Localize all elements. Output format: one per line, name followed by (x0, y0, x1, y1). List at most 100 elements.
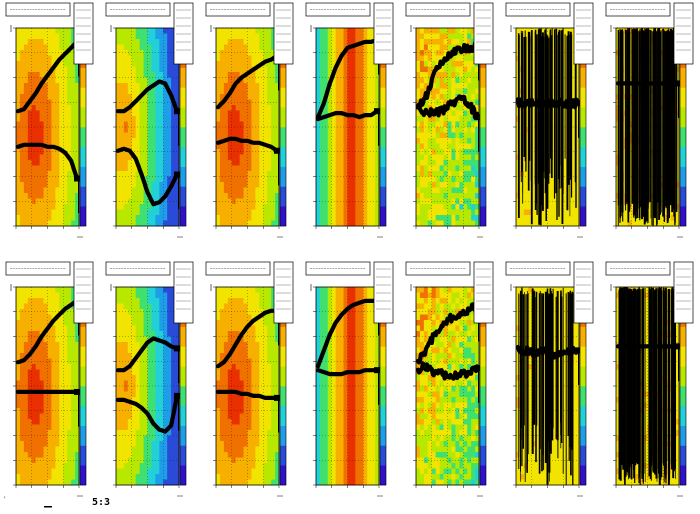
heatmap-cell (39, 66, 44, 73)
heatmap-cell (143, 99, 148, 106)
heatmap-cell (259, 55, 264, 62)
heatmap-cell (151, 77, 156, 84)
heatmap-cell (223, 198, 229, 205)
heatmap-cell (435, 61, 441, 67)
heatmap-cell (43, 187, 48, 194)
heatmap-cell (27, 77, 33, 84)
heatmap-cell (475, 187, 480, 194)
heatmap-cell (435, 138, 441, 144)
heatmap-cell (27, 402, 33, 409)
heatmap-cell (63, 209, 68, 216)
heatmap-cell (267, 176, 272, 183)
heatmap-cell (43, 413, 48, 420)
heatmap-cell (55, 220, 60, 227)
heatmap-cell (16, 33, 21, 40)
heatmap-cell (43, 33, 48, 40)
heatmap-cell (27, 116, 33, 122)
heatmap-cell (335, 154, 341, 161)
heatmap-cell (235, 83, 241, 89)
heatmap-cell (35, 463, 41, 469)
heatmap-cell (355, 149, 360, 155)
heatmap-cell (551, 33, 556, 40)
heatmap-cell (23, 160, 29, 166)
heatmap-cell (423, 215, 429, 221)
heatmap-cell (116, 55, 121, 62)
heatmap-cell (171, 88, 176, 95)
heatmap-cell (251, 44, 256, 51)
heatmap-cells (216, 28, 280, 227)
heatmap-cell (455, 165, 460, 172)
heatmap-cell (135, 33, 141, 40)
heatmap-cell (423, 176, 429, 183)
heatmap-cell (47, 430, 52, 436)
heatmap-cell (31, 72, 37, 78)
heatmap-cell (563, 193, 568, 199)
heatmap-cell (35, 331, 41, 337)
heatmap-cell (16, 77, 21, 84)
heatmap-cell (443, 204, 448, 210)
heatmap-cell (55, 320, 60, 326)
heatmap-cell (171, 116, 176, 122)
heatmap-cell (23, 380, 29, 387)
heatmap-cell (255, 154, 260, 161)
heatmap-cell (31, 402, 37, 409)
heatmap-cell (47, 391, 52, 398)
heatmap-cell (316, 105, 321, 111)
heatmap-cell (16, 39, 21, 45)
heatmap-cell (347, 77, 352, 84)
heatmap-cell (416, 154, 421, 161)
heatmap-cell (159, 121, 164, 128)
heatmap-cell (371, 143, 376, 150)
heatmap-cell (31, 193, 37, 199)
heatmap-cell (16, 303, 21, 310)
heatmap-cell (343, 121, 348, 128)
heatmap-cell (439, 39, 444, 45)
heatmap-cell (451, 160, 456, 166)
profile-series (15, 39, 80, 114)
heatmap-cell (255, 160, 260, 166)
heatmap-cell (163, 143, 168, 150)
heatmap-cell (243, 182, 248, 188)
heatmap-cell (371, 77, 376, 84)
heatmap-cell (231, 149, 237, 155)
heatmap-cell (47, 435, 52, 442)
heatmap-cell (371, 215, 376, 221)
heatmap-cell (71, 193, 76, 199)
heatmap-cell (335, 77, 341, 84)
heatmap-cell (451, 165, 456, 172)
heatmap-cell (367, 182, 372, 188)
heatmap-cell (347, 138, 352, 144)
heatmap-cell (443, 171, 448, 177)
heatmap-cell (551, 165, 556, 172)
heatmap-cell (367, 220, 372, 227)
heatmap-cell (447, 220, 452, 227)
heatmap-cell (219, 160, 225, 166)
heatmap-cell (71, 220, 76, 227)
heatmap-cell (151, 160, 156, 166)
heatmap-cell (71, 143, 76, 150)
heatmap-cell (19, 397, 25, 403)
heatmap-cell (67, 121, 72, 128)
heatmap-cell (371, 121, 376, 128)
heatmap-cell (231, 105, 237, 111)
heatmap-cell (471, 154, 476, 161)
heatmap-cell (51, 198, 56, 205)
heatmap-cell (431, 171, 437, 177)
heatmap-cell (427, 215, 433, 221)
stats-box (273, 2, 294, 65)
heatmap-cell (323, 121, 329, 128)
heatmap-cell (275, 143, 280, 150)
heatmap-cell (363, 209, 368, 216)
heatmap-cell (463, 105, 468, 111)
heatmap-cell (363, 154, 368, 161)
heatmap-cell (471, 116, 476, 122)
heatmap-cell (59, 61, 64, 67)
heatmap-cell (216, 209, 221, 216)
heatmap-cell (259, 66, 264, 73)
stats-box (573, 2, 594, 65)
heatmap-cell (571, 220, 576, 227)
heatmap-cell (55, 55, 60, 62)
heatmap-cell (116, 99, 121, 106)
heatmap-cell (467, 121, 472, 128)
heatmap-cell (271, 72, 276, 78)
